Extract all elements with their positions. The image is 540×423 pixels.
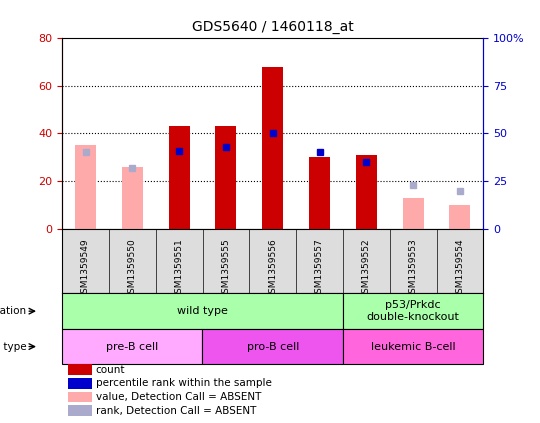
Bar xyxy=(262,67,283,229)
Bar xyxy=(69,405,92,416)
Text: pro-B cell: pro-B cell xyxy=(247,342,299,352)
Text: GSM1359553: GSM1359553 xyxy=(409,239,417,299)
Text: GSM1359551: GSM1359551 xyxy=(174,239,184,299)
Bar xyxy=(122,167,143,229)
Bar xyxy=(62,294,343,329)
Bar xyxy=(69,378,92,389)
Bar xyxy=(343,329,483,364)
Text: GSM1359556: GSM1359556 xyxy=(268,239,277,299)
Bar xyxy=(168,126,190,229)
Text: count: count xyxy=(96,365,125,375)
Text: GSM1359550: GSM1359550 xyxy=(128,239,137,299)
Bar xyxy=(202,329,343,364)
Text: GSM1359549: GSM1359549 xyxy=(81,239,90,299)
Text: GSM1359552: GSM1359552 xyxy=(362,239,371,299)
Bar xyxy=(403,198,423,229)
Text: rank, Detection Call = ABSENT: rank, Detection Call = ABSENT xyxy=(96,406,256,416)
Bar xyxy=(69,364,92,375)
Text: GSM1359555: GSM1359555 xyxy=(221,239,231,299)
Text: cell type: cell type xyxy=(0,342,26,352)
Bar xyxy=(215,126,237,229)
Text: GSM1359557: GSM1359557 xyxy=(315,239,324,299)
Bar xyxy=(62,329,202,364)
Bar xyxy=(309,157,330,229)
Text: wild type: wild type xyxy=(177,306,228,316)
Text: leukemic B-cell: leukemic B-cell xyxy=(371,342,455,352)
Title: GDS5640 / 1460118_at: GDS5640 / 1460118_at xyxy=(192,20,354,34)
Bar xyxy=(343,294,483,329)
Text: percentile rank within the sample: percentile rank within the sample xyxy=(96,378,272,388)
Bar xyxy=(356,155,377,229)
Bar xyxy=(75,146,96,229)
Bar xyxy=(449,205,470,229)
Text: pre-B cell: pre-B cell xyxy=(106,342,158,352)
Text: genotype/variation: genotype/variation xyxy=(0,306,26,316)
Bar xyxy=(69,392,92,402)
Text: p53/Prkdc
double-knockout: p53/Prkdc double-knockout xyxy=(367,300,460,322)
Text: value, Detection Call = ABSENT: value, Detection Call = ABSENT xyxy=(96,392,261,402)
Text: GSM1359554: GSM1359554 xyxy=(455,239,464,299)
